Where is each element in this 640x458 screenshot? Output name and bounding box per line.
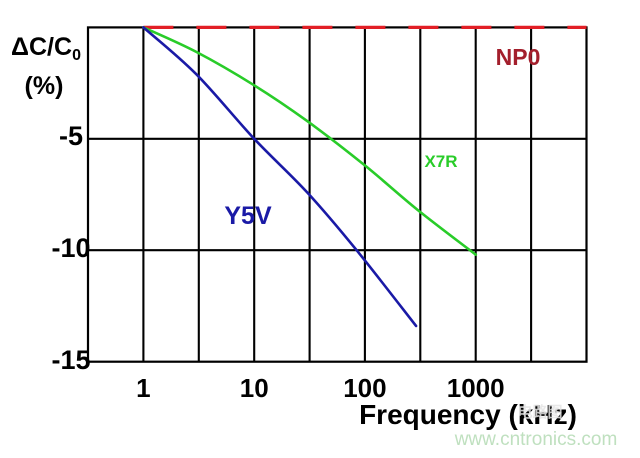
- svg-text:1: 1: [136, 373, 150, 403]
- svg-text:电路图: 电路图: [517, 403, 562, 421]
- svg-text:X7R: X7R: [424, 152, 457, 171]
- svg-text:(%): (%): [25, 72, 64, 100]
- svg-text:www.cntronics.com: www.cntronics.com: [454, 429, 618, 450]
- svg-text:ΔC/C0: ΔC/C0: [11, 33, 81, 64]
- svg-text:-5: -5: [59, 121, 83, 151]
- svg-text:-10: -10: [51, 233, 90, 263]
- svg-text:10: 10: [240, 373, 269, 403]
- svg-text:-15: -15: [51, 345, 90, 375]
- svg-text:NP0: NP0: [496, 44, 541, 70]
- svg-text:Y5V: Y5V: [224, 202, 272, 230]
